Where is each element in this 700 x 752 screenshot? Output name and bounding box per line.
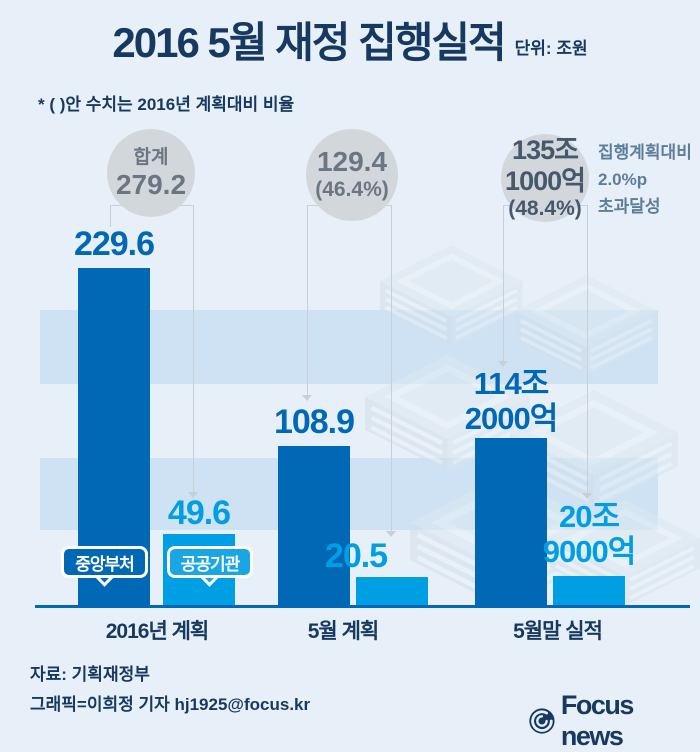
callout-line [307, 205, 308, 395]
x-axis-line [35, 605, 690, 608]
bar-public-may-plan [356, 577, 428, 607]
legend-badge-central: 중앙부처 [61, 546, 148, 578]
callout-line [587, 205, 588, 493]
callout-arrow-icon [386, 531, 396, 537]
logo-text: Focus news [560, 690, 635, 751]
callout-line [391, 205, 392, 531]
category-label: 5월말 실적 [513, 620, 603, 643]
total-value: 129.4 [316, 146, 388, 177]
callout-arrow-icon [188, 492, 198, 498]
source-text: 자료: 기획재정부 [30, 665, 150, 684]
page-title: 2016 5월 재정 집행실적 [112, 19, 506, 66]
callout-line [193, 205, 194, 492]
total-circle-may-plan: 129.4 (46.4%) [306, 129, 398, 221]
total-percent: (48.4%) [508, 197, 582, 220]
over-achievement-annotation: 집행계획대비 2.0%p 초과달성 [598, 143, 692, 216]
value-label: 20조 9000억 [542, 499, 636, 569]
legend-badge-public: 공공기관 [167, 546, 253, 578]
callout-line [503, 205, 504, 361]
callout-arrow-icon [498, 361, 508, 367]
total-circle-plan: 합계 279.2 [107, 129, 195, 217]
logo-swirl-icon [529, 708, 555, 734]
callout-line [110, 205, 111, 227]
total-label: 합계 [133, 147, 169, 168]
footnote: * ( )안 수치는 2016년 계획대비 비율 [38, 95, 295, 114]
unit-label: 단위: 조원 [514, 39, 588, 59]
callout-arrow-icon [302, 395, 312, 401]
total-value: 279.2 [115, 169, 187, 200]
value-label: 114조 2000억 [464, 366, 558, 436]
total-circle-may-actual: 135조 1000억 (48.4%) [501, 134, 589, 222]
callout-arrow-icon [582, 493, 592, 499]
total-percent: (46.4%) [315, 178, 389, 201]
value-label: 108.9 [273, 403, 355, 441]
bar-central-may-actual [475, 438, 547, 607]
category-label: 2016년 계획 [105, 620, 210, 643]
value-label: 49.6 [167, 494, 231, 532]
focus-news-logo: Focus news [527, 690, 700, 752]
total-value: 135조 [512, 135, 579, 165]
total-value: 1000억 [505, 166, 586, 196]
header: 2016 5월 재정 집행실적 단위: 조원 [0, 19, 700, 66]
category-label: 5월 계획 [307, 620, 379, 643]
credit-text: 그래픽=이희정 기자 hj1925@focus.kr [30, 695, 311, 714]
value-label: 20.5 [324, 537, 388, 575]
bar-central-may-plan [278, 446, 350, 607]
bar-public-may-actual [553, 576, 625, 607]
value-label: 229.6 [73, 225, 155, 263]
